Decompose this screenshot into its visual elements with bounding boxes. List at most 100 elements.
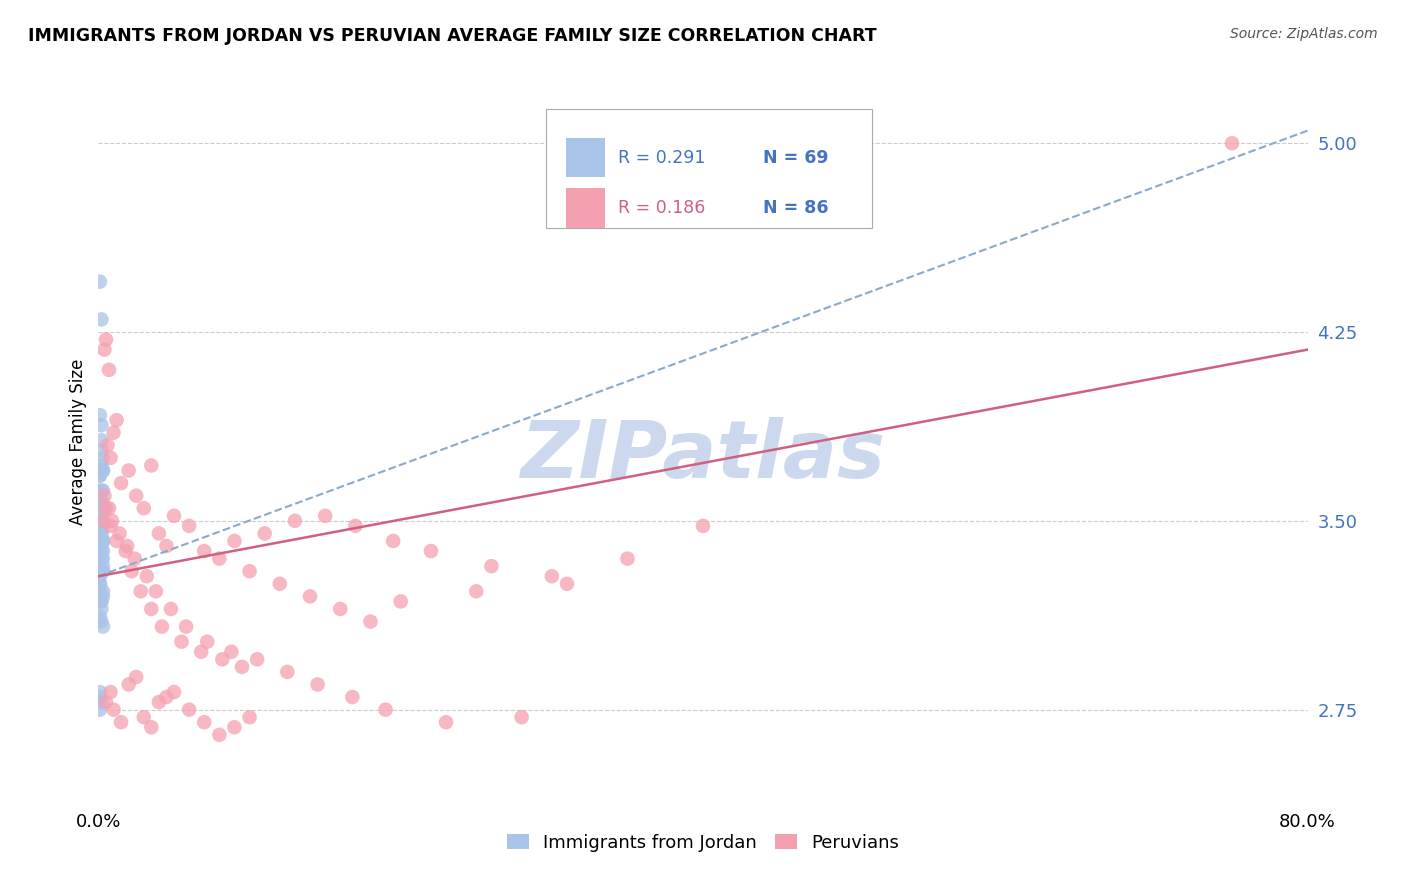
Point [89, 514, 111, 528]
Point [179, 703, 201, 717]
Point [91, 519, 114, 533]
Point [179, 519, 201, 533]
Point [163, 508, 186, 523]
Text: IMMIGRANTS FROM JORDAN VS PERUVIAN AVERAGE FAMILY SIZE CORRELATION CHART: IMMIGRANTS FROM JORDAN VS PERUVIAN AVERA… [28, 27, 877, 45]
Point [121, 564, 143, 578]
Point [91, 501, 114, 516]
Point [91, 463, 114, 477]
Point [224, 720, 246, 734]
Point [148, 526, 170, 541]
Point [555, 576, 578, 591]
Point [118, 677, 141, 691]
FancyBboxPatch shape [546, 109, 872, 228]
Point [148, 695, 170, 709]
Point [91, 564, 114, 578]
Point [224, 533, 246, 548]
Point [94, 501, 117, 516]
Point [91, 450, 114, 465]
Text: Source: ZipAtlas.com: Source: ZipAtlas.com [1230, 27, 1378, 41]
Point [91, 584, 114, 599]
Point [150, 619, 173, 633]
Point [90, 493, 112, 508]
Point [103, 703, 125, 717]
Text: N = 86: N = 86 [763, 199, 830, 217]
Point [115, 539, 138, 553]
Point [141, 720, 163, 734]
Point [114, 544, 136, 558]
Point [89, 544, 111, 558]
Point [105, 413, 128, 427]
Point [89, 539, 111, 553]
Point [481, 559, 503, 574]
Point [382, 533, 405, 548]
Point [89, 275, 111, 289]
Point [174, 619, 197, 633]
Text: ZIPatlas: ZIPatlas [520, 417, 886, 495]
Point [89, 609, 111, 624]
Point [420, 544, 443, 558]
Text: R = 0.291: R = 0.291 [619, 149, 706, 167]
Point [692, 519, 714, 533]
Point [91, 501, 114, 516]
Point [94, 333, 117, 347]
Point [89, 489, 111, 503]
Point [90, 508, 112, 523]
Point [96, 438, 118, 452]
Point [89, 584, 111, 599]
Text: R = 0.186: R = 0.186 [619, 199, 706, 217]
Point [89, 501, 111, 516]
Point [125, 670, 148, 684]
Point [90, 434, 112, 448]
Point [510, 710, 533, 724]
Point [253, 526, 276, 541]
Point [90, 539, 112, 553]
Point [434, 715, 457, 730]
Point [193, 544, 215, 558]
Point [132, 501, 155, 516]
Point [89, 468, 111, 483]
Point [90, 526, 112, 541]
Point [132, 710, 155, 724]
Point [90, 501, 112, 516]
Point [101, 514, 124, 528]
Point [389, 594, 412, 608]
Point [89, 576, 111, 591]
Point [89, 489, 111, 503]
Point [89, 549, 111, 563]
Point [155, 539, 177, 553]
Point [91, 564, 114, 578]
Point [141, 602, 163, 616]
Point [91, 533, 114, 548]
Point [90, 533, 112, 548]
Point [540, 569, 562, 583]
Point [329, 602, 352, 616]
Point [374, 703, 396, 717]
Point [90, 544, 112, 558]
Point [170, 634, 193, 648]
Point [89, 468, 111, 483]
Point [89, 703, 111, 717]
Point [124, 551, 146, 566]
Point [221, 645, 243, 659]
Point [100, 450, 122, 465]
Point [208, 551, 231, 566]
Point [90, 508, 112, 523]
Point [90, 458, 112, 473]
Point [90, 594, 112, 608]
Point [118, 463, 141, 477]
Point [145, 584, 167, 599]
Point [616, 551, 638, 566]
Point [90, 533, 112, 548]
Point [90, 493, 112, 508]
Point [90, 483, 112, 498]
Point [307, 677, 329, 691]
Point [89, 514, 111, 528]
Point [299, 590, 322, 604]
Point [98, 501, 121, 516]
Point [105, 533, 128, 548]
Point [108, 526, 131, 541]
Point [129, 584, 152, 599]
Point [193, 715, 215, 730]
Point [195, 634, 218, 648]
Point [125, 489, 148, 503]
